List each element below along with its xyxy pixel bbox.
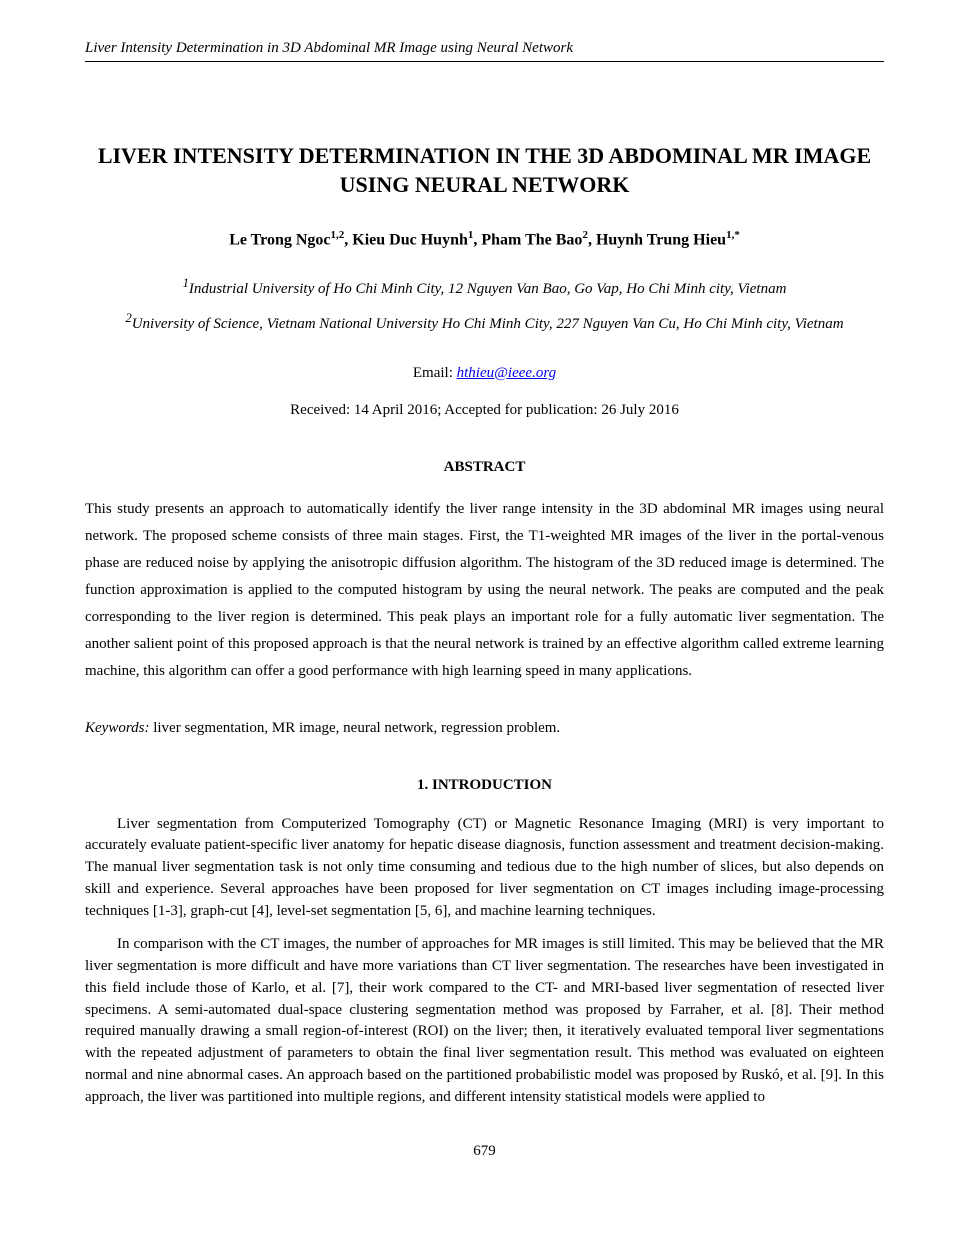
keywords-text: liver segmentation, MR image, neural net… [149,720,560,736]
abstract-body: This study presents an approach to autom… [85,496,884,685]
running-header: Liver Intensity Determination in 3D Abdo… [85,40,884,62]
abstract-heading: ABSTRACT [85,459,884,476]
paper-title: LIVER INTENSITY DETERMINATION IN THE 3D … [85,142,884,199]
page-number: 679 [85,1143,884,1160]
affiliation-1-text: Industrial University of Ho Chi Minh Cit… [189,281,787,297]
authors-line: Le Trong Ngoc1,2, Kieu Duc Huynh1, Pham … [85,229,884,249]
email-line: Email: hthieu@ieee.org [85,365,884,382]
email-label: Email: [413,365,457,381]
affiliation-2: 2University of Science, Vietnam National… [85,310,884,335]
email-link[interactable]: hthieu@ieee.org [457,365,556,381]
section-1-para-1: Liver segmentation from Computerized Tom… [85,814,884,923]
dates-line: Received: 14 April 2016; Accepted for pu… [85,402,884,419]
affiliation-2-text: University of Science, Vietnam National … [132,316,844,332]
section-1-para-2: In comparison with the CT images, the nu… [85,934,884,1108]
affiliation-1: 1Industrial University of Ho Chi Minh Ci… [85,275,884,300]
section-1-heading: 1. INTRODUCTION [85,777,884,794]
keywords-label: Keywords: [85,720,149,736]
keywords-line: Keywords: liver segmentation, MR image, … [85,720,884,737]
